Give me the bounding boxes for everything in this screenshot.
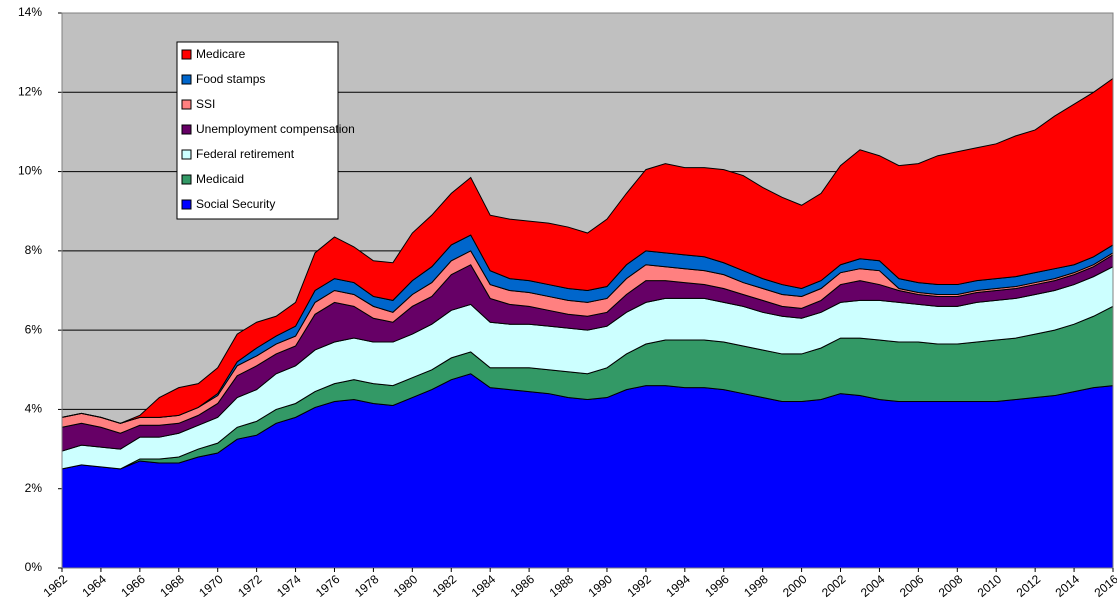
x-tick-label: 2004 <box>858 572 888 600</box>
x-tick-label: 2014 <box>1053 572 1083 600</box>
x-tick-label: 1976 <box>313 572 343 600</box>
y-tick-label: 10% <box>18 164 42 178</box>
x-tick-label: 1988 <box>547 572 577 600</box>
legend-label: SSI <box>196 97 215 111</box>
x-tick-label: 1962 <box>41 572 71 600</box>
legend-label: Unemployment compensation <box>196 122 355 136</box>
x-tick-label: 1994 <box>663 572 693 600</box>
x-tick-label: 1992 <box>624 572 654 600</box>
x-tick-label: 1970 <box>196 572 226 600</box>
plot-border <box>61 12 1114 569</box>
x-tick-label: 2010 <box>975 572 1005 600</box>
y-tick-label: 4% <box>25 402 43 416</box>
x-tick-label: 2012 <box>1014 572 1044 600</box>
legend-box <box>176 41 339 220</box>
legend-label: Federal retirement <box>196 147 295 161</box>
legend: Medicare Food stamps SSI Unemployment compe… <box>176 41 355 220</box>
x-tick-label: 2016 <box>1092 572 1117 600</box>
legend-label: Medicare <box>196 47 246 61</box>
areas <box>61 77 1114 569</box>
y-tick-label: 0% <box>25 560 43 574</box>
x-tick-label: 1998 <box>741 572 771 600</box>
legend-swatch <box>181 124 192 135</box>
y-tick-label: 14% <box>18 5 42 19</box>
y-tick-label: 2% <box>25 481 43 495</box>
x-tick-label: 1978 <box>352 572 382 600</box>
x-tick-label: 2006 <box>897 572 927 600</box>
legend-swatch <box>181 149 192 160</box>
legend-label: Social Security <box>196 197 275 211</box>
legend-swatch <box>181 74 192 85</box>
x-tick-label: 1984 <box>469 572 499 600</box>
x-tick-label: 1966 <box>118 572 148 600</box>
x-tick-label: 1974 <box>274 572 304 600</box>
x-tick-label: 1986 <box>508 572 538 600</box>
x-tick-label: 1980 <box>391 572 421 600</box>
x-tick-label: 2008 <box>936 572 966 600</box>
x-tick-label: 2002 <box>819 572 849 600</box>
y-tick-label: 6% <box>25 322 43 336</box>
x-tick-label: 1964 <box>79 572 109 600</box>
x-tick-label: 1982 <box>430 572 460 600</box>
x-tick-label: 1996 <box>702 572 732 600</box>
y-tick-label: 8% <box>25 243 43 257</box>
legend-label: Medicaid <box>196 172 244 186</box>
x-tick-label: 1972 <box>235 572 265 600</box>
legend-swatch <box>181 174 192 185</box>
legend-swatch <box>181 49 192 60</box>
legend-swatch <box>181 199 192 210</box>
legend-swatch <box>181 99 192 110</box>
legend-label: Food stamps <box>196 72 265 86</box>
x-tick-label: 1990 <box>585 572 615 600</box>
y-tick-label: 12% <box>18 84 42 98</box>
x-tick-label: 2000 <box>780 572 810 600</box>
x-tick-label: 1968 <box>157 572 187 600</box>
